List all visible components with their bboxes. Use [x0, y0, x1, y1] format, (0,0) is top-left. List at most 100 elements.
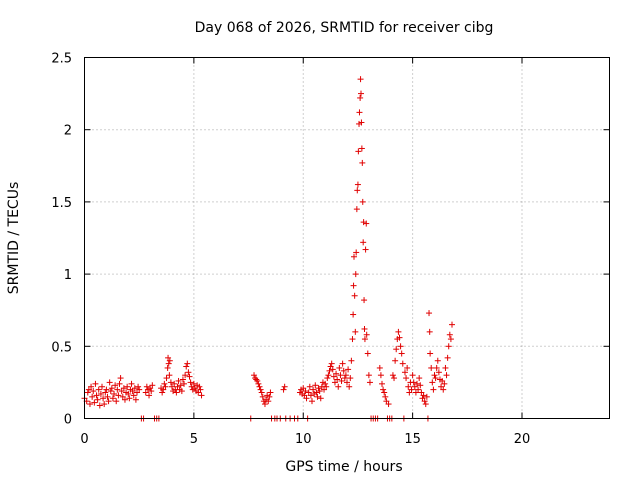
data-point	[267, 389, 274, 396]
data-point	[303, 395, 310, 402]
data-point	[358, 119, 365, 126]
data-point	[447, 336, 454, 343]
data-point	[313, 389, 320, 396]
data-point	[307, 392, 314, 399]
data-point	[90, 388, 97, 395]
x-axis-label: GPS time / hours	[285, 459, 402, 475]
data-point	[428, 364, 435, 371]
data-point	[181, 380, 188, 387]
data-point	[257, 386, 264, 393]
data-point	[136, 386, 143, 393]
data-point	[125, 390, 132, 397]
data-point	[377, 372, 384, 379]
data-point	[340, 367, 347, 374]
data-point	[92, 380, 99, 387]
data-point	[364, 350, 371, 357]
data-point	[350, 282, 357, 289]
data-point	[404, 364, 411, 371]
data-point	[358, 145, 365, 152]
data-point	[113, 398, 120, 405]
data-point	[112, 382, 119, 389]
data-point	[361, 297, 368, 304]
data-point	[349, 336, 356, 343]
data-point	[381, 389, 388, 396]
data-point	[322, 380, 329, 387]
data-point	[399, 360, 406, 367]
data-point	[429, 379, 436, 386]
data-point	[102, 389, 109, 396]
data-point	[280, 386, 287, 393]
y-tick-label: 1.5	[51, 196, 72, 211]
data-point	[256, 383, 263, 390]
data-point	[403, 375, 410, 382]
data-point	[115, 392, 122, 399]
data-point	[328, 360, 335, 367]
data-point	[266, 393, 273, 400]
y-tick-label: 0	[64, 413, 72, 428]
x-tick-label: 20	[514, 432, 531, 447]
data-point	[120, 385, 127, 392]
data-point	[99, 383, 105, 390]
data-point	[101, 401, 108, 408]
data-point	[171, 380, 178, 387]
data-point	[108, 385, 115, 392]
data-point	[253, 376, 260, 383]
data-point	[323, 383, 330, 390]
data-point	[395, 328, 402, 335]
data-point	[179, 376, 186, 383]
data-point	[178, 388, 185, 395]
data-point	[265, 398, 272, 405]
data-point	[432, 375, 439, 382]
data-point	[434, 357, 441, 364]
data-point	[159, 389, 166, 396]
data-point	[363, 331, 370, 338]
data-point	[366, 379, 373, 386]
data-point	[314, 393, 321, 400]
data-point	[163, 375, 170, 382]
data-point	[329, 366, 336, 373]
data-point	[86, 401, 93, 408]
data-point	[165, 360, 172, 367]
data-point	[93, 392, 100, 399]
data-point	[352, 328, 359, 335]
data-point	[341, 375, 348, 382]
data-point	[84, 389, 91, 396]
data-point	[433, 364, 440, 371]
data-point	[306, 383, 313, 390]
data-point	[410, 379, 417, 386]
data-point	[346, 383, 353, 390]
data-point	[426, 310, 433, 317]
x-tick-label: 0	[80, 432, 88, 447]
data-point	[449, 321, 455, 328]
data-point	[335, 383, 342, 390]
data-point	[128, 380, 135, 387]
data-point	[166, 357, 173, 364]
data-point	[100, 395, 107, 402]
data-point	[420, 392, 427, 399]
data-point	[126, 395, 133, 402]
data-point	[426, 328, 433, 335]
data-point	[393, 346, 400, 353]
axis-ticks	[84, 57, 610, 419]
data-point	[187, 379, 194, 386]
data-point	[357, 94, 364, 101]
data-point	[190, 380, 197, 387]
data-point	[121, 396, 128, 403]
data-point	[315, 385, 322, 392]
data-point	[196, 383, 203, 390]
data-point	[358, 90, 364, 97]
data-point	[104, 393, 111, 400]
y-tick-label: 2	[64, 124, 72, 139]
data-point	[392, 357, 399, 364]
data-point	[435, 369, 442, 376]
data-point	[146, 392, 153, 399]
data-point	[427, 350, 434, 357]
data-point	[106, 379, 113, 386]
data-point	[441, 380, 448, 387]
data-point	[197, 386, 204, 393]
data-point	[124, 383, 131, 390]
data-point	[94, 396, 101, 403]
data-point	[132, 396, 139, 403]
data-point	[345, 366, 352, 373]
